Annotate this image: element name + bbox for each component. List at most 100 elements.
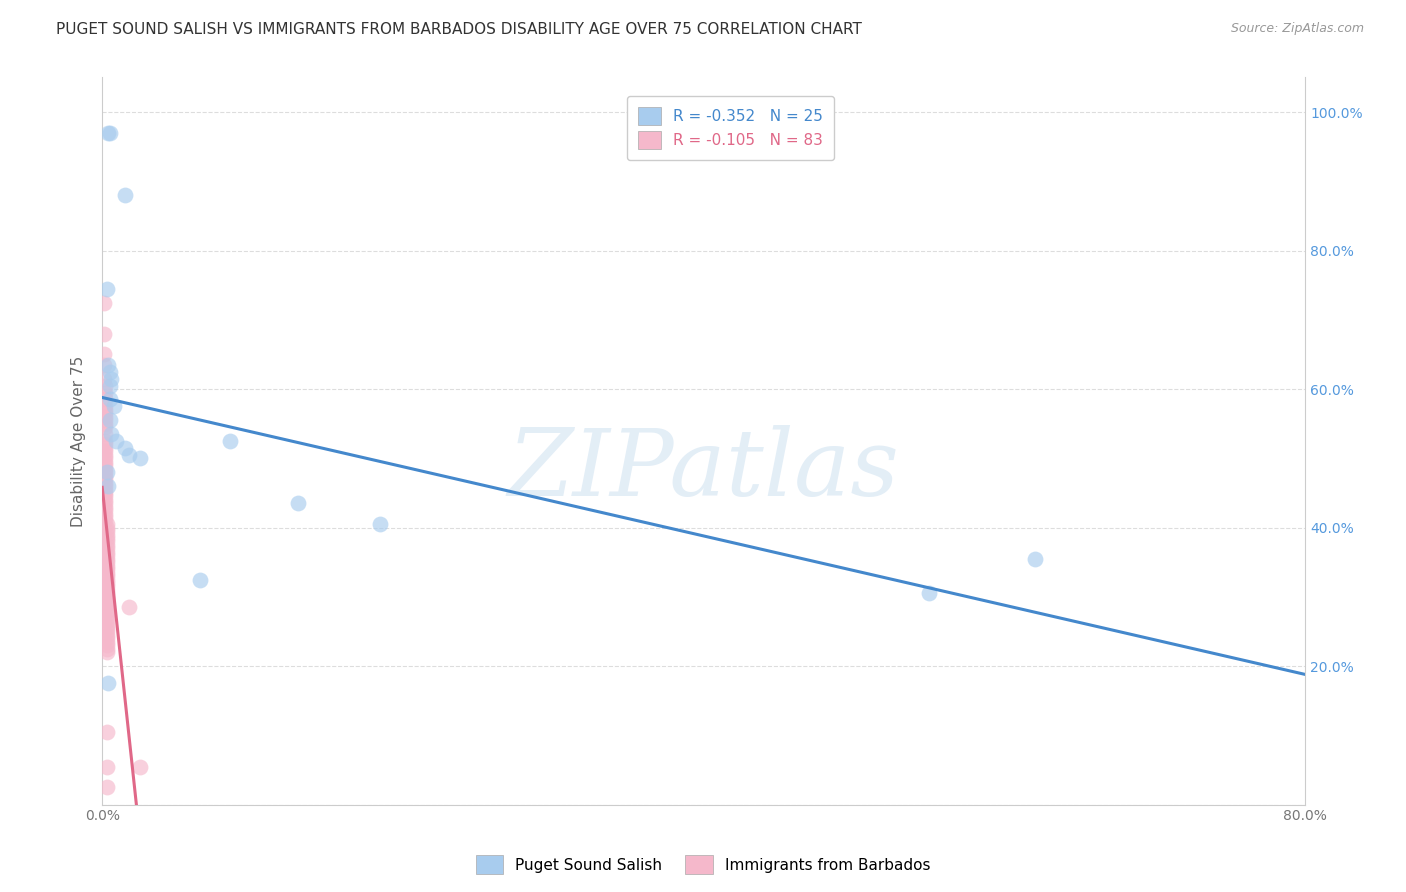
Point: [96, 645, 118, 659]
Point: [96, 541, 118, 556]
Point: [94, 437, 117, 451]
Point: [97, 676, 120, 690]
Point: [96, 590, 118, 604]
Point: [93, 295, 115, 310]
Point: [94, 406, 117, 420]
Point: [219, 434, 242, 448]
Point: [94, 486, 117, 500]
Point: [96, 545, 118, 559]
Point: [94, 385, 117, 400]
Point: [96, 576, 118, 591]
Point: [96, 638, 118, 652]
Point: [96, 604, 118, 618]
Point: [94, 413, 117, 427]
Point: [94, 441, 117, 455]
Point: [96, 632, 118, 646]
Point: [94, 427, 117, 442]
Point: [114, 441, 136, 455]
Point: [100, 427, 122, 442]
Point: [96, 600, 118, 615]
Point: [104, 434, 127, 448]
Point: [94, 378, 117, 392]
Point: [96, 465, 118, 479]
Point: [370, 517, 392, 532]
Point: [93, 358, 115, 372]
Point: [94, 503, 117, 517]
Point: [128, 759, 150, 773]
Point: [97, 479, 120, 493]
Y-axis label: Disability Age Over 75: Disability Age Over 75: [72, 355, 86, 526]
Point: [96, 562, 118, 576]
Point: [94, 479, 117, 493]
Point: [93, 372, 115, 386]
Point: [97, 126, 120, 140]
Legend: Puget Sound Salish, Immigrants from Barbados: Puget Sound Salish, Immigrants from Barb…: [470, 849, 936, 880]
Point: [94, 468, 117, 483]
Point: [96, 524, 118, 538]
Point: [96, 558, 118, 573]
Point: [96, 566, 118, 580]
Point: [94, 483, 117, 497]
Point: [96, 549, 118, 563]
Point: [118, 448, 141, 462]
Point: [96, 641, 118, 656]
Point: [94, 455, 117, 469]
Point: [94, 465, 117, 479]
Point: [96, 555, 118, 569]
Point: [128, 451, 150, 466]
Point: [100, 372, 122, 386]
Point: [98, 392, 121, 407]
Point: [96, 635, 118, 649]
Point: [96, 725, 118, 739]
Point: [287, 496, 309, 510]
Point: [94, 392, 117, 407]
Point: [96, 621, 118, 635]
Point: [98, 126, 121, 140]
Point: [96, 614, 118, 628]
Point: [188, 573, 211, 587]
Point: [96, 624, 118, 639]
Point: [96, 617, 118, 632]
Point: [96, 607, 118, 622]
Point: [94, 417, 117, 431]
Point: [94, 492, 117, 507]
Point: [94, 475, 117, 490]
Point: [94, 500, 117, 514]
Point: [96, 551, 118, 566]
Point: [98, 378, 121, 392]
Point: [94, 510, 117, 524]
Point: [94, 472, 117, 486]
Point: [93, 347, 115, 361]
Point: [96, 628, 118, 642]
Text: Source: ZipAtlas.com: Source: ZipAtlas.com: [1230, 22, 1364, 36]
Point: [94, 496, 117, 510]
Point: [94, 409, 117, 424]
Point: [94, 507, 117, 521]
Point: [96, 759, 118, 773]
Point: [96, 527, 118, 541]
Point: [96, 573, 118, 587]
Point: [96, 579, 118, 593]
Point: [94, 461, 117, 475]
Point: [93, 326, 115, 341]
Point: [94, 420, 117, 434]
Point: [94, 490, 117, 504]
Point: [96, 582, 118, 597]
Point: [96, 520, 118, 534]
Point: [918, 586, 941, 600]
Point: [96, 282, 118, 296]
Point: [96, 534, 118, 549]
Point: [114, 188, 136, 202]
Point: [118, 600, 141, 615]
Point: [96, 517, 118, 532]
Point: [94, 448, 117, 462]
Legend: R = -0.352   N = 25, R = -0.105   N = 83: R = -0.352 N = 25, R = -0.105 N = 83: [627, 96, 834, 160]
Text: ZIPatlas: ZIPatlas: [508, 425, 900, 515]
Point: [96, 531, 118, 545]
Point: [94, 444, 117, 458]
Point: [96, 569, 118, 583]
Text: PUGET SOUND SALISH VS IMMIGRANTS FROM BARBADOS DISABILITY AGE OVER 75 CORRELATIO: PUGET SOUND SALISH VS IMMIGRANTS FROM BA…: [56, 22, 862, 37]
Point: [96, 586, 118, 600]
Point: [96, 597, 118, 611]
Point: [98, 413, 121, 427]
